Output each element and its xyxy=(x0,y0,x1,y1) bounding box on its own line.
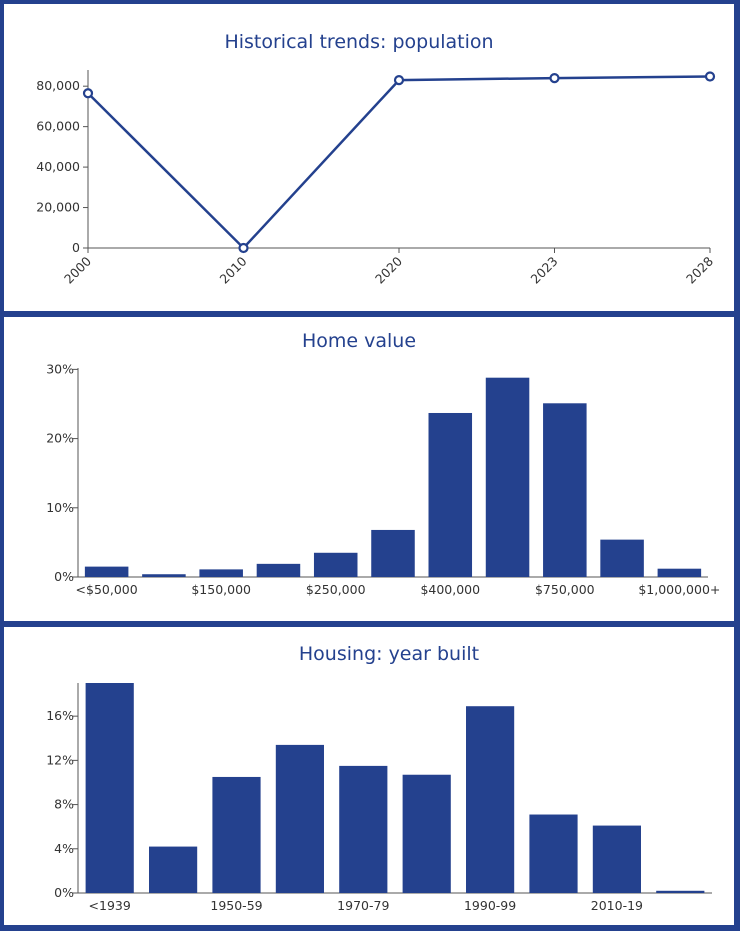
year-built-bar-chart: Housing: year built 0% 4% 8% 12% 16% <1939 195… xyxy=(46,643,712,913)
bar xyxy=(85,683,134,893)
bar xyxy=(142,574,186,577)
data-point xyxy=(393,75,405,86)
x-tick-label: <1939 xyxy=(89,898,131,913)
population-series-line xyxy=(87,75,711,250)
y-tick-label: 16% xyxy=(46,708,74,723)
x-tick-label: $1,000,000+ xyxy=(638,582,720,597)
bar xyxy=(275,744,324,893)
chart-title: Historical trends: population xyxy=(224,31,493,53)
bar xyxy=(199,569,243,577)
y-tick-label: 30% xyxy=(46,361,74,376)
bar xyxy=(657,568,702,577)
panel-divider xyxy=(4,621,734,627)
y-tick-label: 8% xyxy=(54,797,74,812)
x-tick-label: $750,000 xyxy=(535,582,595,597)
x-tick-label: $400,000 xyxy=(420,582,480,597)
x-tick-label: 2020 xyxy=(372,253,405,286)
bar xyxy=(485,377,530,577)
data-point xyxy=(549,72,560,84)
bar xyxy=(529,814,578,893)
bar xyxy=(149,846,198,893)
population-line-chart: Historical trends: population 0 20,000 40,… xyxy=(36,31,716,287)
bar xyxy=(339,765,388,893)
x-tick-label: 1990-99 xyxy=(464,898,516,913)
bar xyxy=(428,412,473,577)
y-tick-label: 20,000 xyxy=(36,200,80,215)
y-tick-label: 60,000 xyxy=(36,119,80,134)
home-value-bar-chart: Home value 0% 10% 20% 30% <$50,000 $150,000 $2… xyxy=(46,330,720,597)
bar xyxy=(313,552,358,577)
bar xyxy=(402,774,451,893)
y-tick-label: 4% xyxy=(54,841,74,856)
bar xyxy=(656,890,705,893)
y-tick-label: 12% xyxy=(46,752,74,767)
x-tick-label: <$50,000 xyxy=(76,582,138,597)
x-tick-label: $150,000 xyxy=(191,582,251,597)
x-tick-label: 2010-19 xyxy=(591,898,643,913)
data-point xyxy=(704,71,716,82)
data-point xyxy=(238,242,249,254)
x-tick-label: 2010 xyxy=(217,253,250,286)
y-tick-label: 0% xyxy=(54,885,74,900)
panel-divider xyxy=(4,311,734,317)
y-tick-label: 40,000 xyxy=(36,159,80,174)
bar xyxy=(543,403,587,577)
chart-frame: Historical trends: population 0 20,000 40,… xyxy=(4,4,734,925)
data-point xyxy=(82,88,94,99)
y-tick-label: 20% xyxy=(46,431,74,446)
x-tick-label: $250,000 xyxy=(306,582,366,597)
bar xyxy=(256,563,301,577)
bar xyxy=(466,706,515,893)
x-tick-label: 2023 xyxy=(528,254,561,287)
bar xyxy=(600,539,644,577)
y-tick-label: 0 xyxy=(72,240,80,255)
x-tick-label: 2000 xyxy=(61,253,94,286)
bar xyxy=(84,566,129,577)
x-tick-label: 1950-59 xyxy=(210,898,262,913)
x-tick-label: 1970-79 xyxy=(337,898,389,913)
chart-title: Housing: year built xyxy=(299,643,479,665)
y-tick-label: 10% xyxy=(46,500,74,515)
x-tick-label: 2028 xyxy=(683,253,716,286)
bar xyxy=(592,825,641,893)
y-tick-label: 0% xyxy=(54,569,74,584)
y-tick-label: 80,000 xyxy=(36,78,80,93)
bar xyxy=(371,529,415,577)
chart-title: Home value xyxy=(302,330,416,352)
bar xyxy=(212,776,261,893)
